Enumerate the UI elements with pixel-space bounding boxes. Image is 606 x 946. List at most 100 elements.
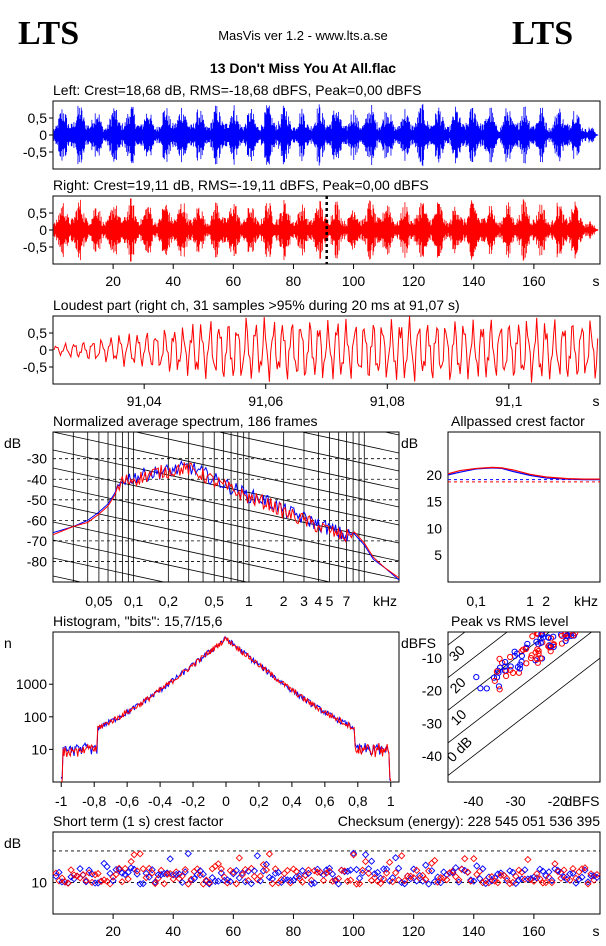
peakrms-point bbox=[586, 617, 591, 622]
peakrms-point bbox=[524, 640, 531, 648]
y-tick-label: -0,5 bbox=[23, 239, 47, 255]
peakrms-point bbox=[509, 669, 517, 677]
stcrest-point bbox=[223, 879, 231, 887]
stcrest-point bbox=[298, 867, 307, 875]
x-tick-label: 4 bbox=[314, 593, 322, 609]
peakrms-point bbox=[595, 611, 600, 616]
stcrest-point bbox=[533, 874, 541, 882]
stcrest-point bbox=[256, 877, 265, 885]
y-tick-label: 0 bbox=[39, 127, 47, 143]
stcrest-point bbox=[85, 866, 93, 874]
peakrms-point bbox=[595, 585, 600, 590]
checksum: Checksum (energy): 228 545 051 536 395 bbox=[338, 813, 600, 829]
stcrest-point bbox=[58, 878, 66, 886]
stcrest-point bbox=[139, 879, 147, 888]
stcrest-point bbox=[193, 865, 201, 873]
x-unit: s bbox=[593, 923, 600, 939]
stcrest-point bbox=[226, 877, 234, 886]
x-tick-label: 120 bbox=[402, 273, 426, 289]
stcrest-point bbox=[154, 871, 162, 879]
stcrest-point bbox=[491, 874, 499, 882]
right-waveform-trace bbox=[53, 198, 599, 262]
app-title: MasVis ver 1.2 - www.lts.a.se bbox=[218, 28, 388, 43]
stcrest-point bbox=[205, 879, 213, 887]
left-waveform-panel: Left: Crest=18,68 dB, RMS=-18,68 dBFS, P… bbox=[23, 82, 601, 170]
x-tick-label: 0,5 bbox=[204, 593, 224, 609]
peakrms-point bbox=[503, 672, 510, 680]
stcrest-point bbox=[382, 865, 391, 873]
y-tick-label: -40 bbox=[422, 748, 442, 764]
y-tick-label: -0,5 bbox=[23, 359, 47, 375]
stcrest-point bbox=[590, 872, 598, 880]
y-tick-label: 5 bbox=[434, 547, 442, 563]
peakrms-point bbox=[547, 643, 554, 650]
peakrms-point bbox=[534, 656, 541, 663]
stcrest-point bbox=[355, 880, 364, 888]
stcrest-point bbox=[593, 873, 601, 882]
x-tick-label: 160 bbox=[522, 923, 546, 939]
stcrest-point bbox=[304, 869, 313, 878]
x-tick-label: 91,1 bbox=[495, 393, 522, 409]
stcrest-point bbox=[265, 850, 274, 858]
slope-line bbox=[53, 521, 332, 582]
stcrest-point bbox=[139, 865, 147, 873]
stcrest-point bbox=[578, 873, 586, 881]
stcrest-point bbox=[539, 879, 547, 887]
stcrest-point bbox=[232, 880, 240, 888]
stcrest-point bbox=[497, 869, 505, 877]
stcrest-point bbox=[413, 866, 421, 874]
x-tick-label: 2 bbox=[280, 593, 288, 609]
peakrms-point bbox=[596, 585, 601, 590]
peakrms-point bbox=[491, 677, 498, 684]
peakrms-point bbox=[578, 610, 583, 615]
allpassed-crest-panel: Allpassed crest factor dB 20 15 10 5 0,1 1 2 kHz bbox=[401, 413, 601, 609]
stcrest-point bbox=[437, 879, 445, 887]
stcrest-point bbox=[115, 864, 123, 873]
stcrest-point bbox=[58, 874, 66, 882]
loudest-title: Loudest part (right ch, 31 samples >95% … bbox=[53, 297, 460, 313]
stcrest-point bbox=[422, 861, 430, 869]
stcrest-point bbox=[124, 875, 132, 883]
x-tick-label: 91,04 bbox=[127, 393, 162, 409]
crest-y-unit: dB bbox=[401, 435, 418, 451]
stcrest-point bbox=[301, 871, 310, 879]
peakrms-title: Peak vs RMS level bbox=[451, 613, 568, 629]
stcrest-point bbox=[253, 852, 262, 860]
peakrms-point bbox=[570, 632, 577, 639]
peakrms-point bbox=[473, 674, 480, 681]
stcrest-point bbox=[443, 871, 451, 879]
x-tick-label: 20 bbox=[105, 273, 121, 289]
spectrum-slope-grid bbox=[53, 432, 399, 582]
stcrest-point bbox=[289, 865, 298, 873]
stcrest-point bbox=[97, 877, 105, 886]
stcrest-point bbox=[388, 874, 397, 882]
stcrest-point bbox=[593, 870, 601, 879]
stcrest-point bbox=[575, 868, 583, 876]
stcrest-point bbox=[190, 874, 198, 883]
stcrest-point bbox=[503, 874, 511, 883]
x-tick-label: 100 bbox=[342, 273, 366, 289]
stcrest-point bbox=[425, 867, 433, 875]
x-tick-label: 0,1 bbox=[466, 593, 486, 609]
stcrest-point bbox=[160, 880, 168, 888]
stcrest-point bbox=[187, 875, 195, 883]
stcrest-point bbox=[533, 870, 541, 878]
stcrest-point bbox=[103, 863, 111, 871]
stcrest-point bbox=[259, 867, 268, 875]
stcrest-point bbox=[328, 870, 337, 878]
plot-frame bbox=[447, 631, 601, 783]
stcrest-point bbox=[515, 866, 523, 874]
peakrms-point bbox=[588, 612, 593, 617]
stcrest-point bbox=[391, 869, 400, 877]
peakrms-point bbox=[593, 614, 598, 619]
stcrest-point bbox=[361, 851, 370, 859]
stcrest-points bbox=[52, 849, 601, 888]
peakrms-point bbox=[477, 685, 484, 692]
peakrms-point bbox=[527, 654, 535, 662]
x-tick-label: -40 bbox=[463, 793, 483, 809]
logo-left: LTS bbox=[18, 15, 79, 52]
stcrest-point bbox=[238, 871, 246, 879]
peakrms-point bbox=[538, 632, 545, 638]
